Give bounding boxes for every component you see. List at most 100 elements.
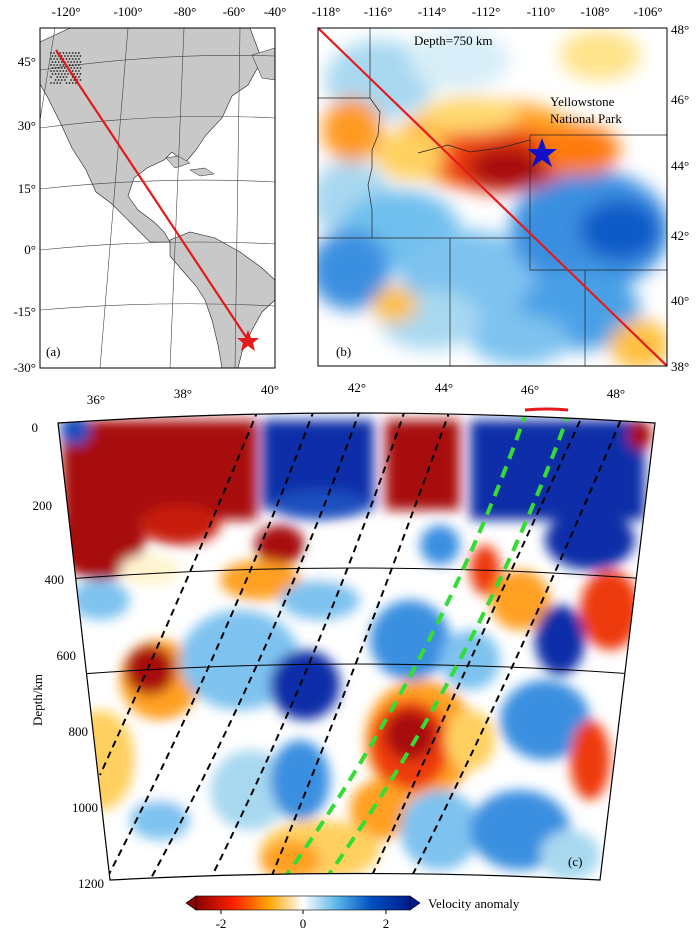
profile-line-b [318,28,667,366]
station-dot [76,73,79,75]
tick-lon: -118° [312,4,341,19]
station-dot [59,70,62,72]
tick-depth: 800 [69,724,89,739]
station-dot [62,52,65,54]
tick-depth: 200 [33,498,53,513]
station-dot [70,55,72,57]
tick-lat: -15° [13,304,36,319]
station-dot [78,70,80,72]
station-dot [54,55,57,57]
station-dot [57,73,60,75]
panel-b-top-ticks: -118° -116° -114° -112° -110° -108° -106… [312,4,663,19]
station-dot [57,61,60,63]
colorbar-tick: 2 [383,916,390,931]
tick-depth: 1000 [72,800,98,815]
station-dot [50,52,52,54]
colorbar-tick: -2 [216,916,227,931]
station-dot [59,64,62,66]
station-dot [71,52,74,54]
station-dot [71,64,74,66]
station-dot [56,64,59,66]
station-dot [64,67,66,69]
panel-a-map: (a) [39,27,276,369]
panel-c-cross-section: (c) [57,407,656,881]
station-dot [62,76,65,78]
tick-lat: 38° [174,386,192,401]
tick-lat: 30° [18,118,36,133]
panel-a-label: (a) [46,344,60,359]
panel-c-top-ticks: 36° 38° 40° 42° 44° 46° 48° [87,380,625,407]
tick-lat: 42° [348,380,366,395]
tick-lat: 40° [671,293,689,308]
station-dot [76,55,79,57]
colorbar: -2 0 2 Velocity anomaly [185,895,520,931]
station-dot [70,67,72,69]
tick-lon: -106° [633,4,662,19]
station-dot [74,64,77,66]
station-dot [76,61,79,63]
tick-lat: 38° [671,359,689,374]
yellowstone-surface-marker [524,407,569,412]
tick-lon: -60° [223,4,246,19]
station-dot [65,76,68,78]
station-dot [64,73,66,75]
panel-c-label: (c) [568,854,582,869]
station-dot [68,52,71,54]
station-dot [67,61,69,63]
station-dot [54,67,57,69]
station-dot [50,58,52,60]
panel-c-ylabel: Depth/km [30,674,45,726]
station-dot [68,58,71,60]
park-label-line2: National Park [550,111,622,126]
tick-lat: 36° [87,392,105,407]
station-dot [68,64,71,66]
colorbar-label: Velocity anomaly [428,896,520,911]
station-dot [56,58,59,60]
station-dot [70,79,72,81]
tick-lat: 0° [24,242,36,257]
station-dot [68,82,71,84]
event-star [237,330,259,351]
station-dot [65,58,68,60]
tick-depth: 1200 [78,876,104,891]
tick-lat: -30° [13,360,36,375]
station-dot [71,58,74,60]
station-dot [60,67,63,69]
station-dot [64,79,66,81]
station-dot [62,64,65,66]
station-dot [60,79,63,81]
tick-lon: -100° [113,4,142,19]
station-dot [78,76,80,78]
state-boundaries [318,28,667,366]
station-dot [71,70,74,72]
tick-lat: 44° [435,380,453,395]
station-dot [62,70,65,72]
station-dot [59,76,62,78]
station-dot [56,70,59,72]
station-dot [79,67,82,69]
station-dot [56,76,59,78]
panel-b-velocity-field [318,28,667,366]
tick-lat: 46° [521,382,539,397]
tick-lon: -120° [51,4,80,19]
station-dot [74,52,77,54]
station-dot [79,73,82,75]
station-dot [76,67,79,69]
panel-a-graticule [39,27,276,369]
station-dot [73,67,76,69]
station-dot [73,61,76,63]
station-dot [51,73,54,75]
discontinuity-410 [58,567,655,581]
north-america-land [39,27,276,243]
panel-a-left-ticks: 45° 30° 15° 0° -15° -30° [13,54,36,375]
station-dot [78,58,80,60]
station-dot [54,79,57,81]
tick-depth: 600 [57,648,77,663]
station-dot [53,58,55,60]
tick-lon: -112° [472,4,501,19]
tick-lat: 48° [607,386,625,401]
colorbar-right-arrow [409,895,421,911]
tick-lat: 44° [671,158,689,173]
tick-lat: 46° [671,92,689,107]
panel-c-depth-ticks: 0 200 400 600 800 1000 1200 [32,420,105,891]
